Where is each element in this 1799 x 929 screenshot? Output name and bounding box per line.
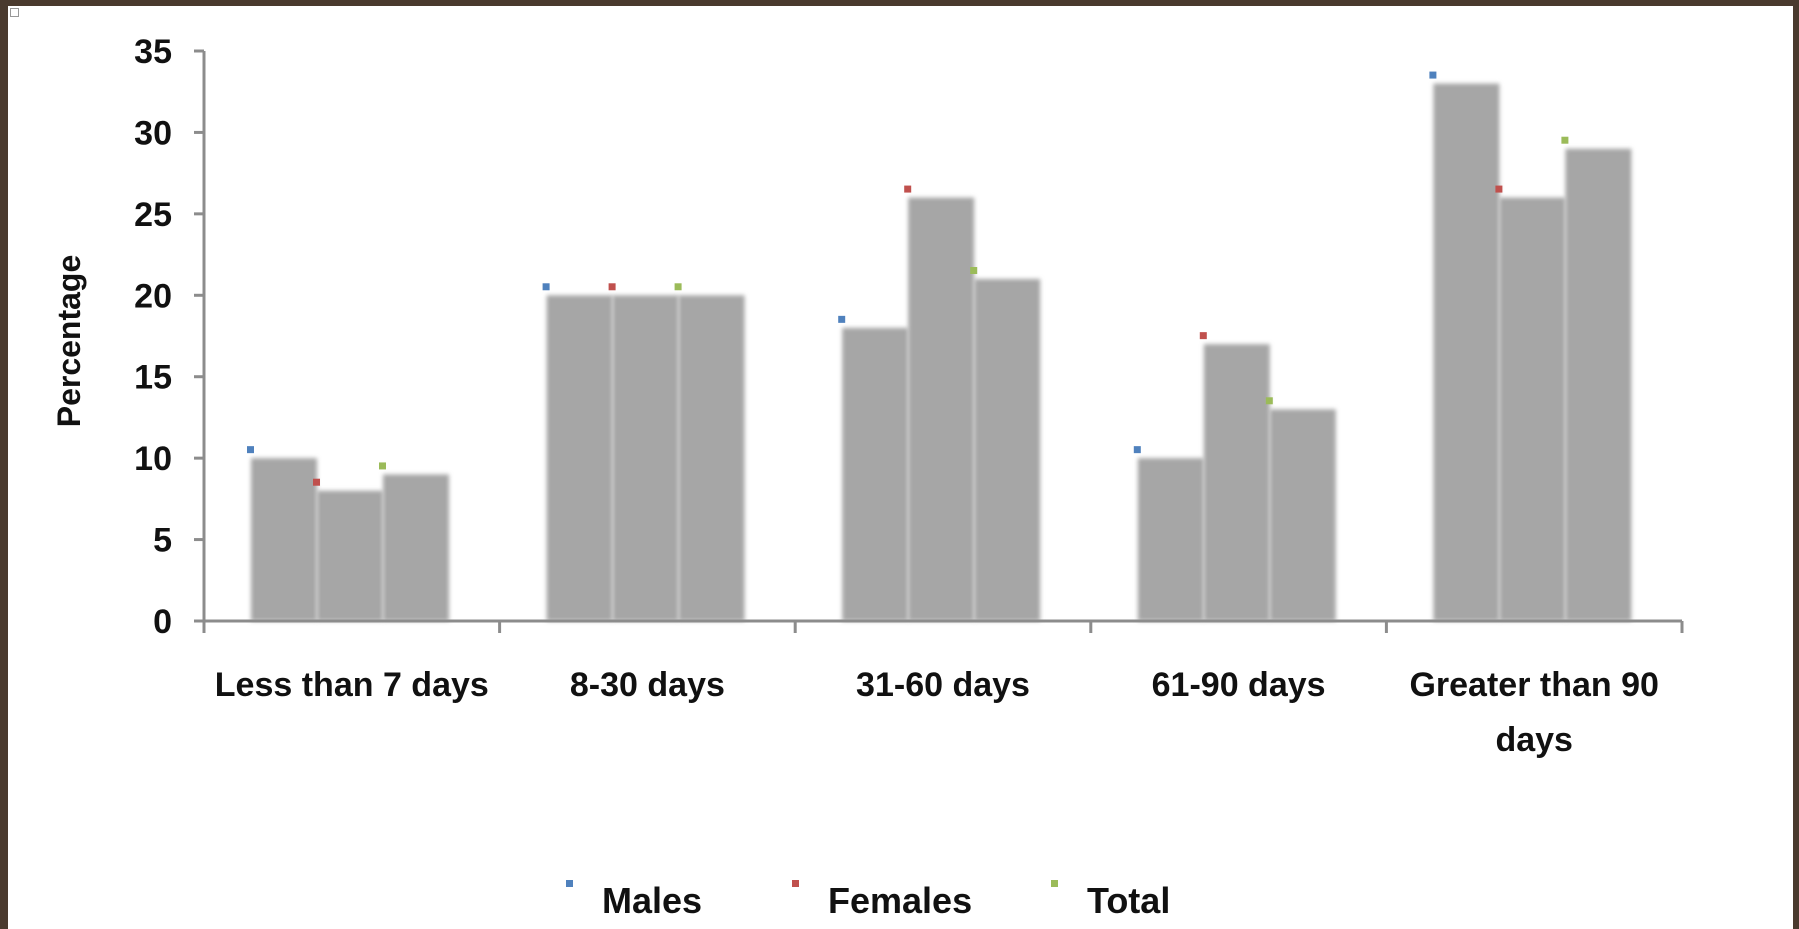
- chart-frame: 0 5 10 15 20 25 30 35 Less than 7 days 8-30 days 3…: [8, 6, 1793, 929]
- y-tick-label: 15: [134, 359, 172, 397]
- axes-layer: [194, 49, 1684, 633]
- marker-total-0: [379, 462, 386, 470]
- bar-males-0: [251, 458, 317, 621]
- marker-males-2: [838, 315, 846, 323]
- labels-layer: 0 5 10 15 20 25 30 35 Less than 7 days 8-30 days 3…: [51, 33, 1659, 759]
- x-category-label: days: [1495, 721, 1573, 759]
- bar-total-2: [974, 279, 1041, 621]
- bar-total-3: [1269, 409, 1336, 621]
- y-tick-label: 10: [134, 440, 172, 478]
- marker-females-4: [1495, 185, 1503, 193]
- marker-females-1: [608, 283, 616, 291]
- legend-swatch-males: [566, 880, 573, 887]
- legend: Males Females Total: [566, 880, 1170, 921]
- x-category-label: 61-90 days: [1152, 666, 1326, 704]
- marker-females-3: [1199, 332, 1207, 340]
- bar-total-1: [678, 295, 745, 621]
- marker-females-2: [904, 185, 912, 193]
- marker-total-4: [1561, 136, 1569, 144]
- legend-label-males: Males: [602, 880, 702, 921]
- bar-males-2: [842, 327, 909, 621]
- x-category-label: Greater than 90: [1409, 666, 1658, 704]
- legend-swatch-females: [792, 880, 799, 887]
- y-tick-label: 30: [134, 114, 172, 152]
- y-tick-label: 20: [134, 277, 172, 315]
- bar-females-2: [908, 197, 975, 622]
- legend-label-females: Females: [828, 880, 972, 921]
- legend-label-total: Total: [1087, 880, 1170, 921]
- y-tick-label: 0: [153, 603, 172, 641]
- marker-males-4: [1429, 71, 1437, 79]
- y-tick-label: 25: [134, 196, 172, 234]
- bar-females-4: [1499, 197, 1566, 622]
- bar-males-4: [1433, 83, 1500, 622]
- y-tick-label: 5: [153, 522, 172, 560]
- marker-total-3: [1265, 397, 1273, 405]
- resize-handle[interactable]: [10, 8, 19, 17]
- bar-females-3: [1203, 344, 1270, 621]
- bar-males-1: [546, 295, 613, 621]
- marker-males-0: [247, 446, 254, 454]
- bar-total-4: [1565, 148, 1632, 621]
- bar-males-3: [1137, 458, 1204, 621]
- x-category-label: 8-30 days: [570, 666, 725, 704]
- x-category-label: 31-60 days: [856, 666, 1030, 704]
- marker-males-1: [542, 283, 550, 291]
- marker-females-0: [313, 478, 320, 486]
- chart: 0 5 10 15 20 25 30 35 Less than 7 days 8-30 days 3…: [51, 33, 1684, 921]
- y-axis-title: Percentage: [51, 255, 87, 428]
- y-tick-label: 35: [134, 33, 172, 71]
- x-category-label: Less than 7 days: [215, 666, 489, 704]
- bar-females-1: [612, 295, 679, 621]
- marker-males-3: [1133, 446, 1141, 454]
- bar-females-0: [317, 490, 383, 621]
- marker-total-1: [674, 283, 682, 291]
- bar-total-0: [383, 474, 449, 621]
- legend-swatch-total: [1051, 880, 1058, 887]
- bars-layer: [247, 71, 1632, 622]
- marker-total-2: [970, 267, 978, 274]
